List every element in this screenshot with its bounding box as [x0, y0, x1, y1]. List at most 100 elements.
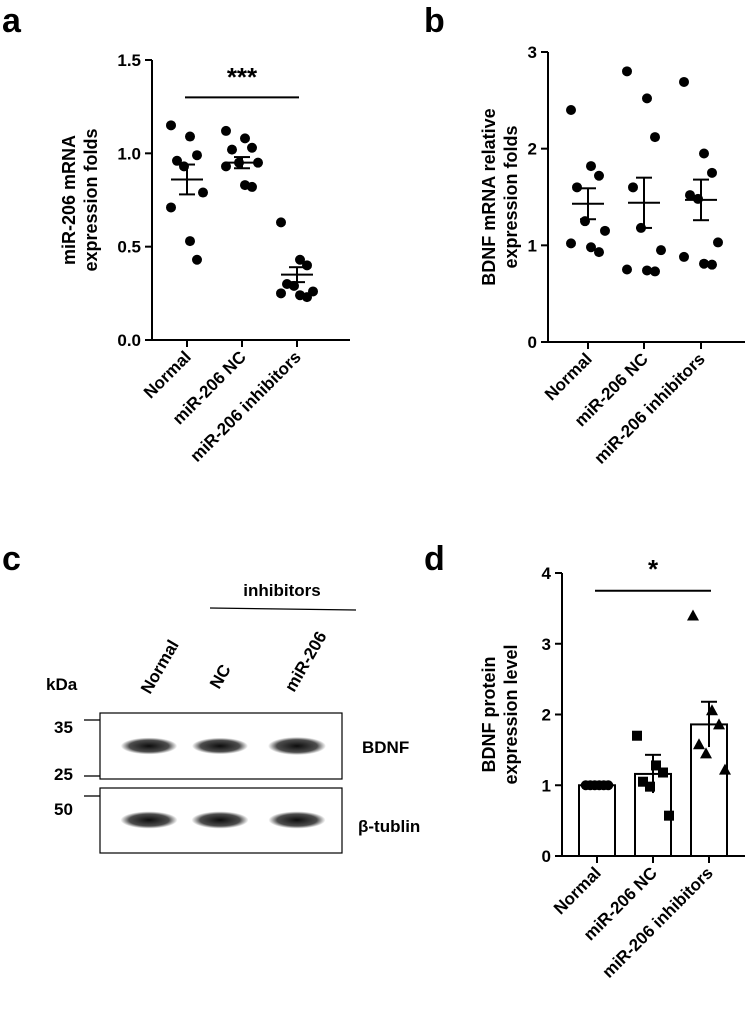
point-a-0-7 [185, 236, 195, 247]
band-0-0 [120, 737, 178, 755]
panel-letter-b: b [424, 2, 445, 40]
point-a-0-6 [166, 202, 176, 213]
band-0-2 [268, 737, 326, 755]
point-a-2-2 [302, 260, 312, 271]
category-label-a-0: Normal [140, 347, 195, 402]
point-a-2-1 [295, 254, 305, 265]
blot-bands [120, 737, 326, 829]
y-axis-label-line-b-1: expression folds [501, 125, 521, 268]
category-label-a-2: miR-206 inhibitors [187, 347, 305, 465]
point-a-0-8 [192, 254, 202, 265]
band-1-2 [268, 811, 326, 829]
category-label-d-0: Normal [550, 863, 605, 918]
y-tick-label-d-2: 2 [542, 706, 551, 725]
row-label-bdnf: BDNF [362, 738, 409, 757]
point-b-1-1 [642, 93, 652, 104]
point-a-1-8 [247, 181, 257, 192]
kda-label: kDa [46, 675, 78, 694]
point-a-0-5 [198, 187, 208, 198]
y-axis-label-line-a-0: miR-206 mRNA [59, 135, 79, 265]
y-tick-label-a-3: 1.5 [117, 51, 141, 70]
lane-label-mir206: miR-206 [281, 628, 331, 695]
marker-50-label: 50 [54, 800, 73, 819]
point-a-2-4 [289, 280, 299, 291]
point-a-2-6 [276, 288, 286, 299]
point-d-2-4 [700, 747, 712, 759]
y-axis-label-line-a-1: expression folds [81, 128, 101, 271]
point-b-1-7 [642, 265, 652, 276]
point-d-2-5 [719, 763, 731, 775]
group-label: inhibitors [243, 581, 320, 600]
point-a-0-2 [192, 150, 202, 161]
category-label-b-0: Normal [541, 349, 596, 404]
significance-label-d: * [648, 554, 659, 584]
y-tick-label-d-0: 0 [542, 847, 551, 866]
y-tick-label-b-0: 0 [528, 333, 537, 352]
point-b-2-1 [699, 148, 709, 159]
point-b-1-6 [622, 264, 632, 275]
western-blot: kDa inhibitors Normal NC miR-206 35 25 5… [46, 581, 420, 854]
point-b-1-2 [650, 132, 660, 143]
significance-label-a: *** [227, 62, 258, 92]
point-d-1-3 [638, 776, 648, 787]
y-tick-label-a-0: 0.0 [117, 331, 141, 350]
point-b-0-6 [566, 238, 576, 249]
point-b-2-2 [707, 167, 717, 178]
point-b-2-0 [679, 76, 689, 87]
y-axis-label-a: miR-206 mRNA expression folds [59, 128, 101, 271]
point-d-1-2 [658, 767, 668, 778]
point-b-0-0 [566, 105, 576, 115]
point-b-0-7 [586, 242, 596, 253]
point-d-2-0 [687, 609, 699, 621]
y-axis-label-line-d-1: expression level [501, 644, 521, 784]
y-tick-label-b-2: 2 [528, 140, 537, 159]
y-axis-label-b: BDNF mRNA relative expression folds [479, 108, 521, 285]
lane-label-nc: NC [206, 661, 235, 692]
point-d-2-2 [713, 718, 725, 730]
point-b-2-6 [679, 251, 689, 262]
y-axis-label-d: BDNF protein expression level [479, 644, 521, 784]
point-a-2-0 [276, 217, 286, 228]
y-tick-label-d-1: 1 [542, 776, 551, 795]
point-b-0-5 [600, 225, 610, 236]
point-b-0-3 [572, 182, 582, 193]
category-label-b-2: miR-206 inhibitors [591, 349, 709, 467]
point-d-2-3 [693, 738, 705, 750]
point-a-1-0 [221, 125, 231, 136]
point-b-1-5 [656, 245, 666, 256]
point-a-2-8 [302, 292, 312, 303]
point-a-1-2 [247, 142, 257, 153]
point-a-1-6 [221, 161, 231, 172]
y-axis-label-line-d-0: BDNF protein [479, 657, 499, 773]
point-a-0-0 [166, 120, 176, 131]
marker-25-label: 25 [54, 765, 73, 784]
point-d-2-1 [706, 704, 718, 716]
point-b-2-8 [707, 259, 717, 270]
panel-letter-c: c [2, 540, 21, 578]
point-b-0-1 [586, 161, 596, 172]
point-d-0-5 [603, 780, 614, 791]
category-label-d-2: miR-206 inhibitors [599, 863, 717, 981]
point-b-1-8 [650, 266, 660, 277]
point-b-2-5 [713, 237, 723, 248]
y-tick-label-a-2: 1.0 [117, 144, 141, 163]
y-tick-label-b-3: 3 [528, 43, 537, 62]
point-b-2-3 [685, 190, 695, 201]
point-b-0-2 [594, 170, 604, 181]
point-b-2-7 [699, 258, 709, 269]
marker-35-label: 35 [54, 718, 73, 737]
point-b-0-8 [594, 247, 604, 258]
group-line [209, 607, 357, 611]
point-a-0-1 [185, 131, 195, 142]
point-d-1-4 [645, 781, 655, 792]
panel-letter-d: d [424, 540, 445, 578]
band-1-0 [120, 811, 178, 829]
y-tick-label-d-4: 4 [542, 564, 552, 583]
point-a-1-1 [240, 133, 250, 144]
panel-letter-a: a [2, 2, 22, 40]
point-a-0-3 [172, 155, 182, 166]
point-d-1-0 [632, 730, 642, 741]
